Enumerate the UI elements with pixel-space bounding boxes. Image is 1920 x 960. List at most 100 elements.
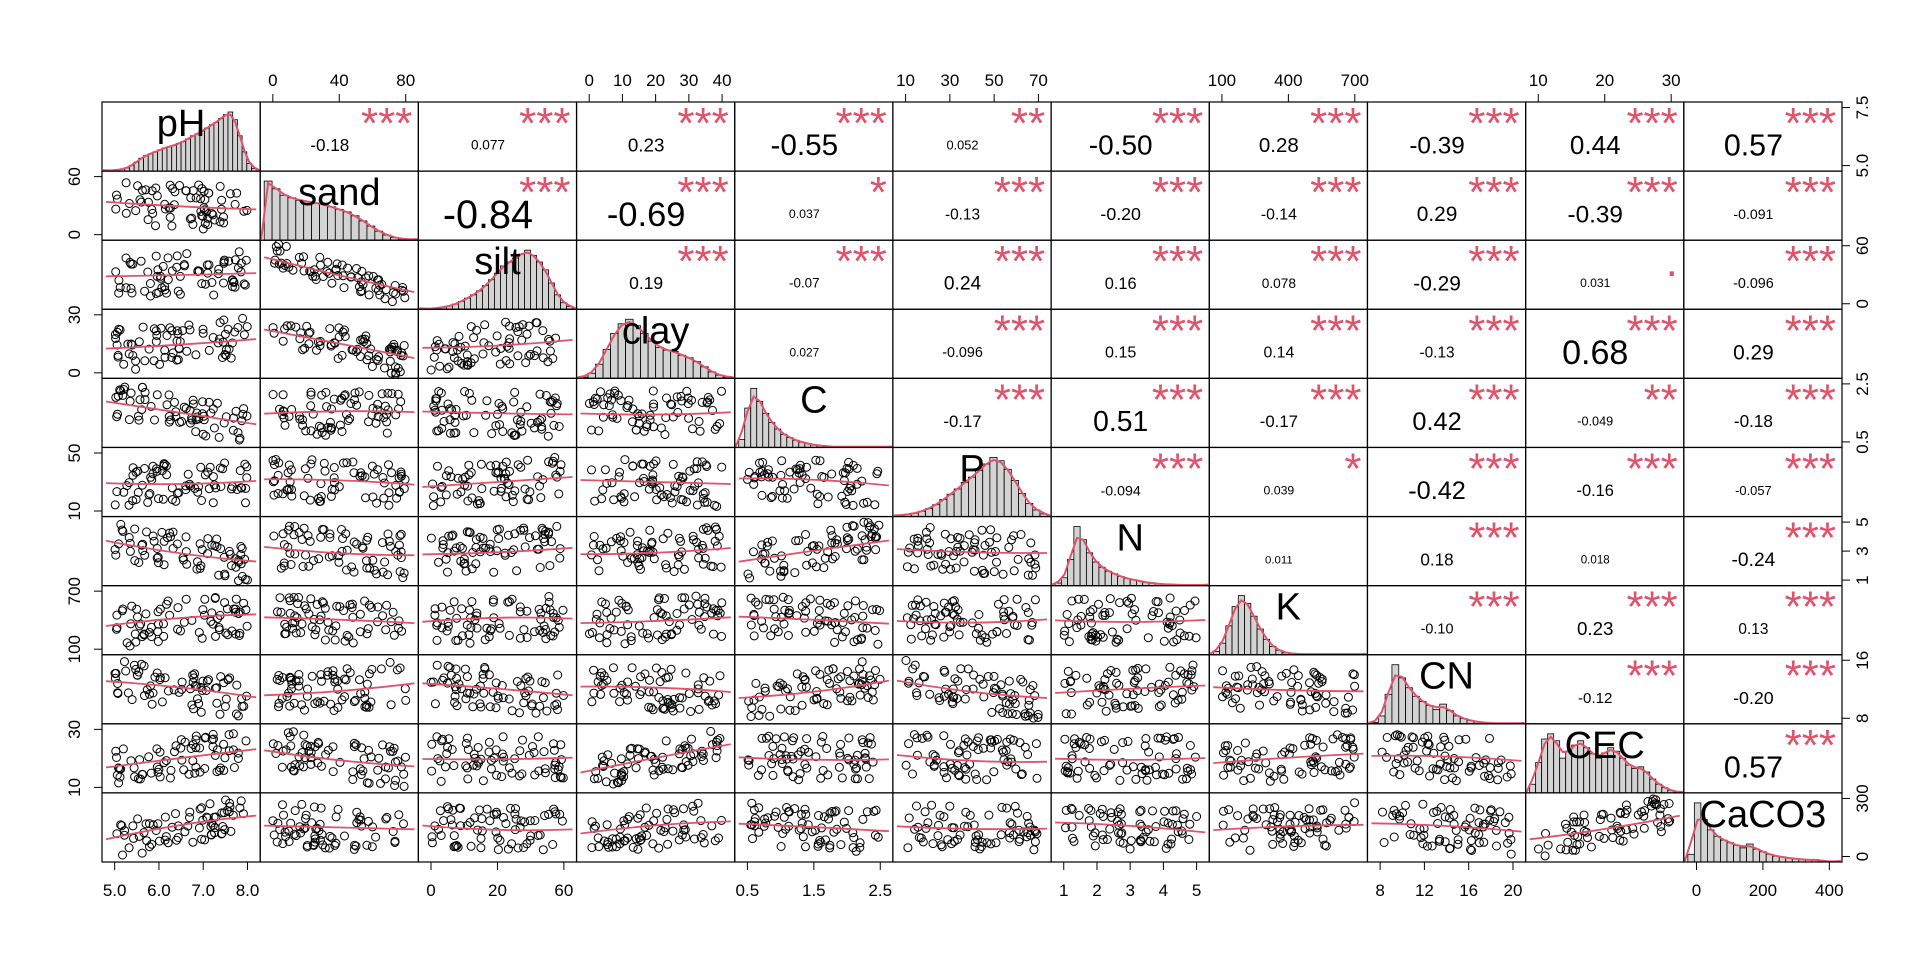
scatter-point <box>183 469 193 479</box>
scatter-point <box>374 352 384 362</box>
scatter-point <box>779 732 789 742</box>
scatter-point <box>785 692 795 702</box>
scatter-point <box>353 344 363 354</box>
scatter-point <box>642 629 652 639</box>
scatter-point <box>655 677 665 687</box>
scatter-point <box>494 619 504 629</box>
scatter-point <box>809 626 819 636</box>
scatter-point <box>970 842 980 852</box>
scatter-point <box>456 556 466 566</box>
scatter-point <box>942 773 951 783</box>
smooth-line <box>1055 821 1206 834</box>
scatter-point <box>1561 819 1570 829</box>
scatter-point <box>160 352 170 362</box>
scatter-point <box>489 810 499 819</box>
scatter-point <box>937 842 947 852</box>
scatter-point <box>1449 810 1459 820</box>
scatter-point <box>223 674 233 684</box>
scatter-point <box>144 627 154 637</box>
hist-bar <box>271 188 281 241</box>
scatter-point <box>961 807 971 817</box>
scatter-point <box>648 386 658 396</box>
scatter-point <box>1112 678 1122 688</box>
variable-name: pH <box>157 103 206 145</box>
scatter-point <box>1022 811 1032 821</box>
scatter-point <box>1486 806 1496 816</box>
scatter-point <box>489 486 499 496</box>
scatter-point <box>801 809 811 819</box>
scatter-point <box>343 416 353 425</box>
significance-stars: ** <box>1644 375 1678 424</box>
scatter-point <box>491 703 501 713</box>
scatter-point <box>195 743 205 753</box>
scatter-point <box>936 549 946 559</box>
smooth-line <box>1371 822 1522 833</box>
scatter-point <box>184 320 194 330</box>
scatter-point <box>1285 810 1295 820</box>
axis-tick-label: 5 <box>1853 517 1872 526</box>
scatter-point <box>111 668 121 678</box>
scatter-point <box>992 627 1002 637</box>
scatter-point <box>677 693 687 703</box>
scatter-point <box>215 181 225 191</box>
scatter-point <box>472 684 481 694</box>
scatter-point <box>360 596 370 606</box>
scatter-point <box>803 820 813 830</box>
hist-bar <box>677 354 687 379</box>
scatter-point <box>350 388 360 398</box>
scatter-point <box>778 480 787 489</box>
scatter-point <box>374 753 384 763</box>
hist-bar <box>1398 677 1406 725</box>
scatter-point <box>449 831 459 841</box>
scatter-point <box>874 520 884 530</box>
scatter-point <box>448 530 458 540</box>
scatter-point <box>302 842 312 852</box>
scatter-point <box>225 673 235 683</box>
scatter-point <box>592 394 602 404</box>
scatter-point <box>165 212 175 222</box>
scatter-point <box>511 430 521 440</box>
scatter-point <box>484 632 494 642</box>
correlation-value: -0.13 <box>945 206 980 223</box>
smooth-line <box>580 411 731 416</box>
scatter-point <box>334 482 344 492</box>
scatter-point <box>714 833 723 843</box>
scatter-point <box>1492 841 1501 851</box>
scatter-point <box>1073 766 1083 776</box>
scatter-point <box>387 297 397 307</box>
scatter-point <box>713 605 723 615</box>
scatter-point <box>593 773 603 783</box>
scatter-point <box>1016 674 1026 684</box>
smooth-line <box>580 616 731 624</box>
scatter-point <box>232 188 242 198</box>
scatter-point <box>529 423 539 433</box>
scatter-point <box>319 458 329 468</box>
scatter-point <box>1125 844 1135 854</box>
scatter-point <box>303 473 313 483</box>
scatter-point <box>313 697 323 707</box>
scatter-point <box>234 247 244 257</box>
correlation-value: -0.049 <box>1577 415 1613 429</box>
scatter-point <box>980 540 990 550</box>
scatter-point <box>384 536 394 546</box>
scatter-point <box>289 593 299 602</box>
scatter-point <box>213 614 222 624</box>
scatter-point <box>959 541 969 551</box>
scatter-point <box>393 363 403 373</box>
scatter-point <box>645 415 655 425</box>
scatter-point <box>145 489 155 498</box>
scatter-point <box>1395 811 1405 821</box>
scatter-point <box>142 527 151 537</box>
scatter-point <box>268 390 278 399</box>
scatter-point <box>1218 820 1228 830</box>
correlation-value: 0.031 <box>1580 276 1611 290</box>
scatter-point <box>495 359 505 369</box>
scatter-point <box>849 833 859 842</box>
scatter-point <box>1099 766 1109 776</box>
scatter-point <box>510 486 520 496</box>
scatter-point <box>1106 666 1116 675</box>
scatter-point <box>229 604 239 614</box>
scatter-point <box>1264 768 1274 778</box>
scatter-point <box>645 525 655 535</box>
scatter-point <box>1154 752 1164 762</box>
